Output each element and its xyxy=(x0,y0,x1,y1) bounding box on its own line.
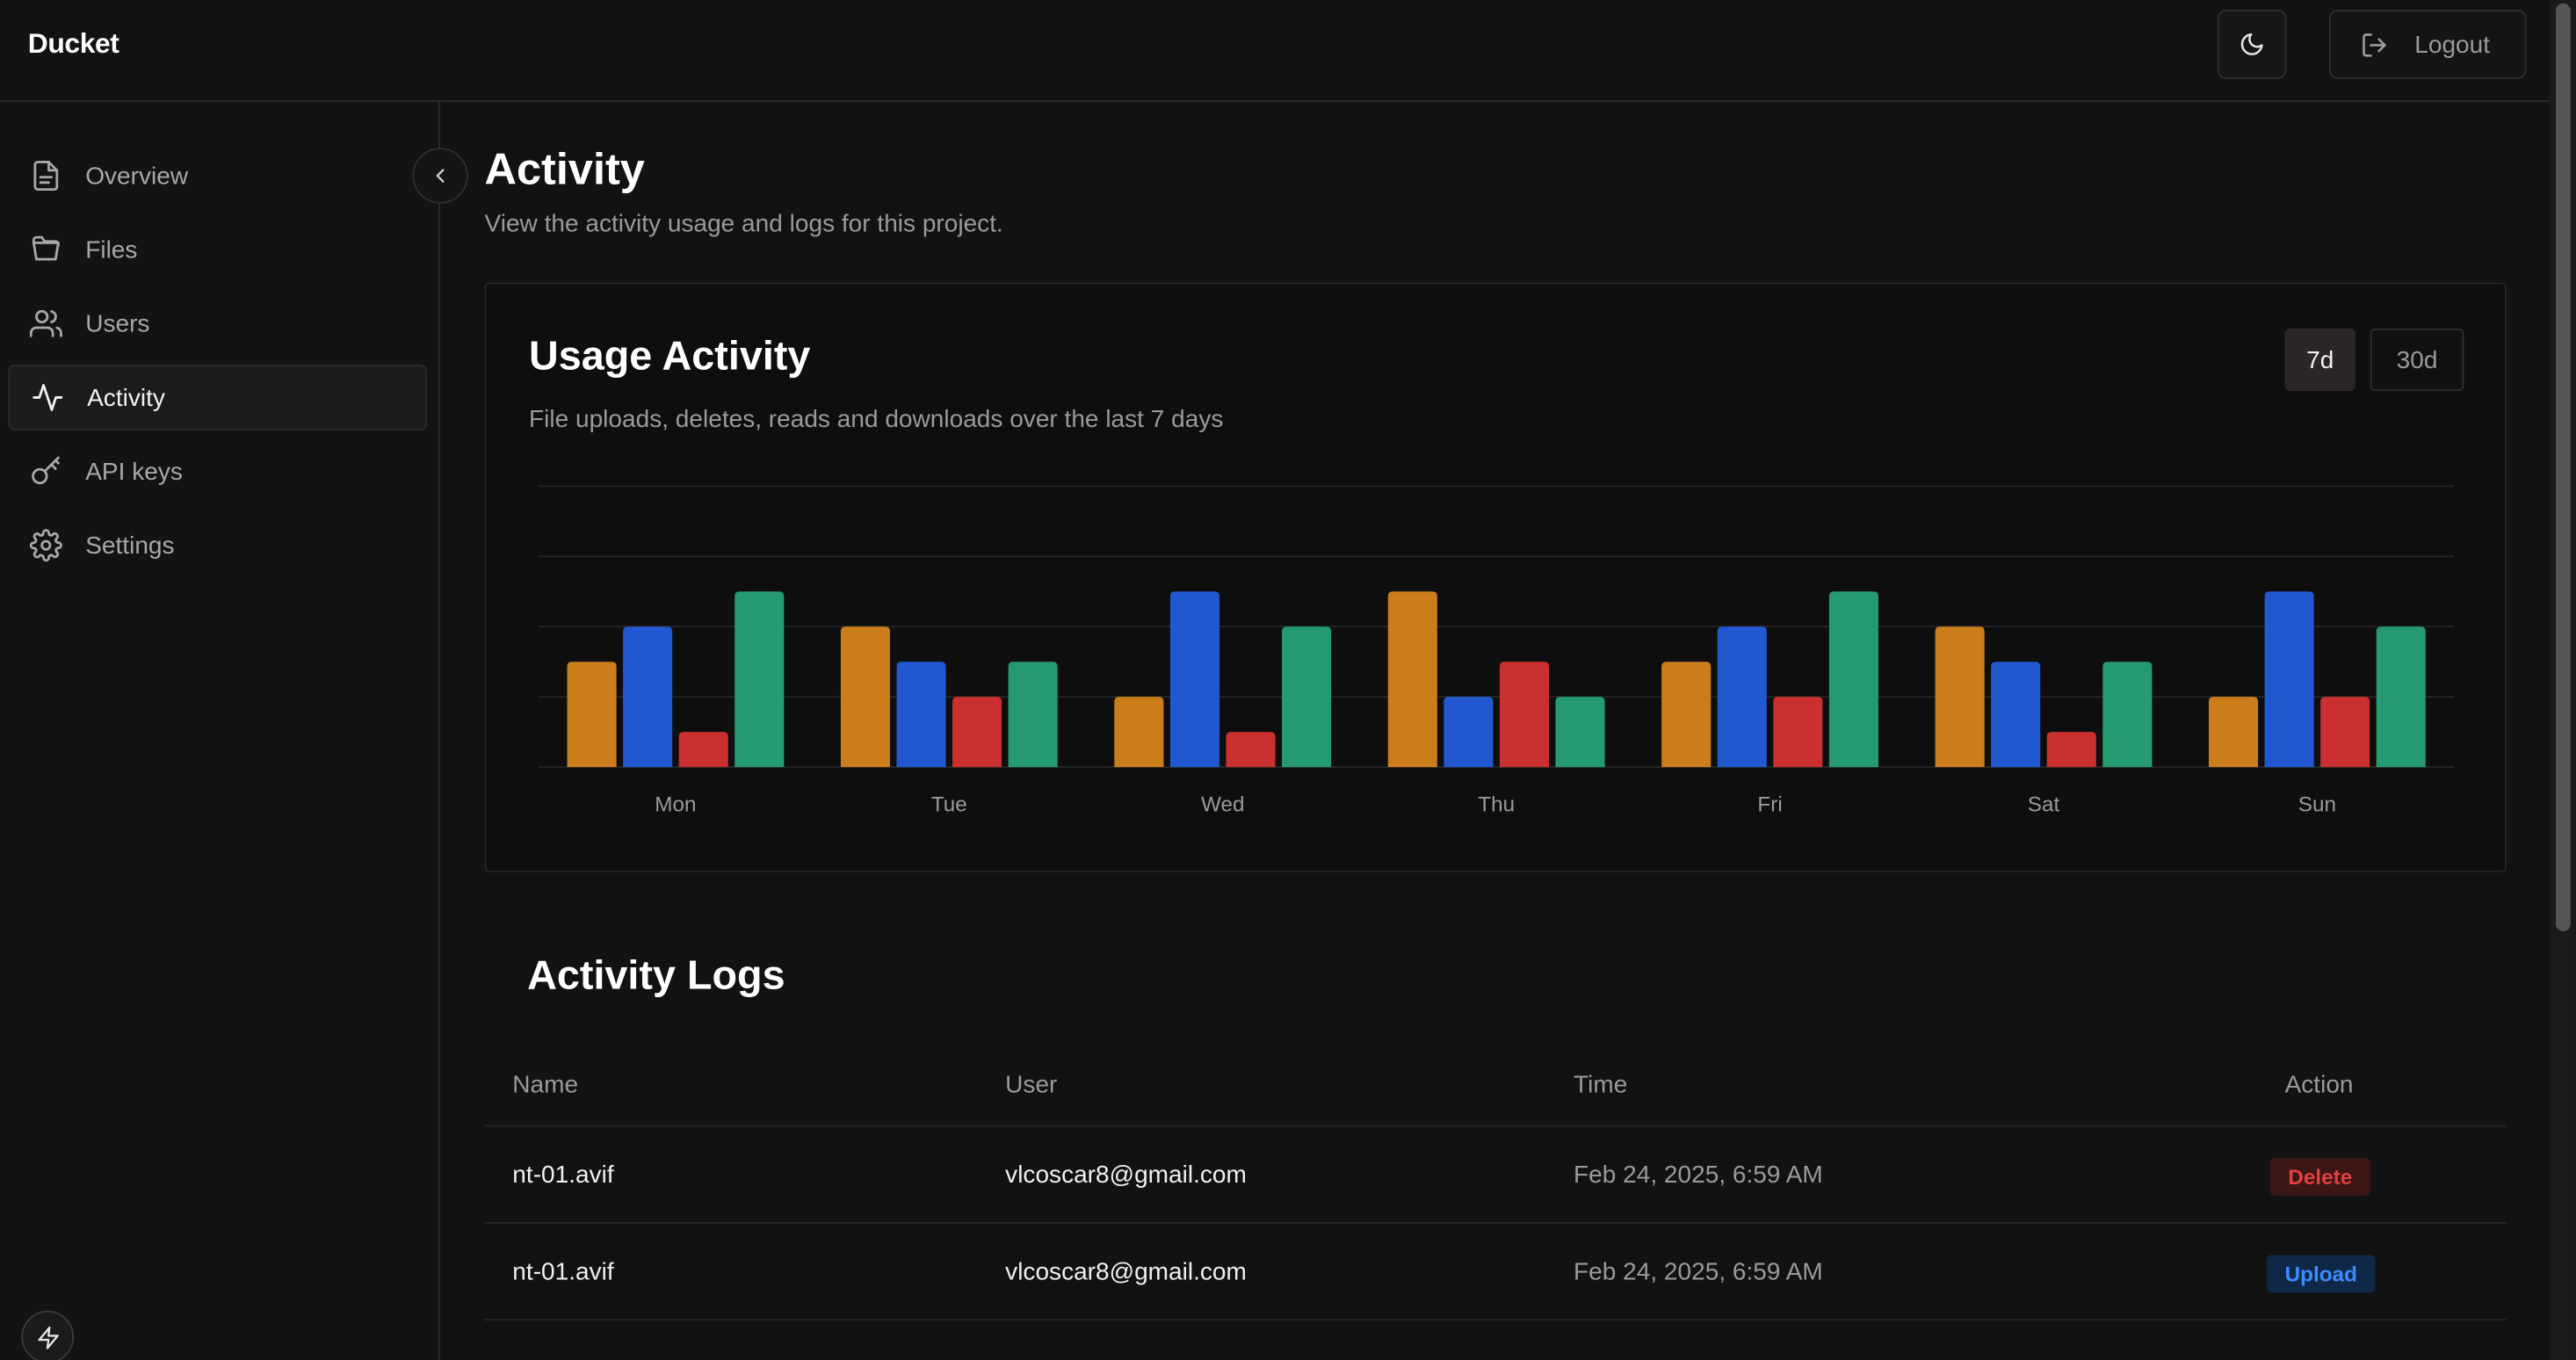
bar-fri-0[interactable] xyxy=(1661,662,1711,768)
moon-icon xyxy=(2240,33,2263,55)
x-tick-label: Wed xyxy=(1201,793,1245,817)
collapse-sidebar-button[interactable] xyxy=(412,148,468,204)
sidebar-item-label: API keys xyxy=(85,457,183,486)
bar-fri-1[interactable] xyxy=(1717,626,1767,768)
bar-sun-0[interactable] xyxy=(2209,697,2259,768)
sidebar-item-files[interactable]: Files xyxy=(8,217,427,283)
bar-thu-0[interactable] xyxy=(1387,591,1437,768)
usage-subtitle: File uploads, deletes, reads and downloa… xyxy=(529,405,1224,434)
x-tick-label: Tue xyxy=(931,793,967,817)
x-tick-label: Fri xyxy=(1757,793,1782,817)
page-scrollbar[interactable] xyxy=(2549,0,2576,1360)
sidebar-item-api-keys[interactable]: API keys xyxy=(8,438,427,504)
chevron-left-icon xyxy=(436,169,445,183)
table-row[interactable]: nt-01.avif vlcoscar8@gmail.com Feb 24, 2… xyxy=(484,1224,2507,1321)
x-tick-label: Thu xyxy=(1478,793,1515,817)
logout-icon xyxy=(2363,33,2386,56)
logout-label: Logout xyxy=(2414,30,2491,59)
column-header-time[interactable]: Time xyxy=(1574,1070,1628,1099)
bar-wed-0[interactable] xyxy=(1114,697,1164,768)
theme-toggle-button[interactable] xyxy=(2217,10,2287,79)
bar-mon-0[interactable] xyxy=(567,662,617,768)
bar-tue-3[interactable] xyxy=(1008,662,1058,768)
bar-fri-3[interactable] xyxy=(1828,591,1878,768)
quick-action-button[interactable] xyxy=(21,1310,75,1360)
sidebar-item-activity[interactable]: Activity xyxy=(8,365,428,430)
x-tick-label: Sun xyxy=(2298,793,2336,817)
bar-sun-1[interactable] xyxy=(2264,591,2314,768)
table-row[interactable]: nt-01.avif vlcoscar8@gmail.com Feb 24, 2… xyxy=(484,1127,2507,1224)
sidebar-item-label: Activity xyxy=(87,383,165,412)
bar-tue-1[interactable] xyxy=(896,662,946,768)
column-header-action[interactable]: Action xyxy=(2284,1070,2354,1099)
key-icon xyxy=(32,456,60,485)
bar-thu-1[interactable] xyxy=(1444,697,1494,768)
bar-wed-2[interactable] xyxy=(1226,732,1276,768)
sidebar: Overview Files Users Activity API keys S… xyxy=(0,101,441,1360)
cell-user: vlcoscar8@gmail.com xyxy=(1005,1161,1247,1190)
bar-thu-3[interactable] xyxy=(1555,697,1605,768)
sidebar-item-label: Files xyxy=(85,235,138,264)
activity-logs-title: Activity Logs xyxy=(527,952,785,999)
bar-mon-3[interactable] xyxy=(734,591,785,768)
lightning-icon xyxy=(37,1325,58,1349)
bar-fri-2[interactable] xyxy=(1773,697,1823,768)
usage-title: Usage Activity xyxy=(529,333,811,380)
scrollbar-thumb[interactable] xyxy=(2556,3,2571,932)
sidebar-item-overview[interactable]: Overview xyxy=(8,143,427,209)
sidebar-item-users[interactable]: Users xyxy=(8,291,427,357)
document-icon xyxy=(33,161,59,192)
bar-thu-2[interactable] xyxy=(1499,662,1549,768)
range-30d-button[interactable]: 30d xyxy=(2370,328,2464,391)
bar-sat-0[interactable] xyxy=(1935,626,1985,768)
bar-sat-1[interactable] xyxy=(1991,662,2041,768)
logout-button[interactable]: Logout xyxy=(2329,10,2527,79)
bar-tue-2[interactable] xyxy=(952,697,1002,768)
bar-sun-2[interactable] xyxy=(2320,697,2370,768)
bar-sat-2[interactable] xyxy=(2046,732,2096,768)
bar-sat-3[interactable] xyxy=(2102,662,2153,768)
sidebar-item-label: Settings xyxy=(85,531,175,560)
page-title: Activity xyxy=(484,144,645,194)
page-subtitle: View the activity usage and logs for thi… xyxy=(484,210,1003,239)
action-badge-upload: Upload xyxy=(2267,1255,2376,1293)
cell-name: nt-01.avif xyxy=(512,1258,614,1286)
sidebar-item-label: Overview xyxy=(85,162,189,190)
bar-wed-1[interactable] xyxy=(1169,591,1220,768)
bar-mon-2[interactable] xyxy=(678,732,728,768)
column-header-user[interactable]: User xyxy=(1005,1070,1058,1099)
gear-icon xyxy=(29,529,62,562)
top-header: Ducket Logout xyxy=(0,0,2550,102)
bar-sun-3[interactable] xyxy=(2376,626,2426,768)
column-header-name[interactable]: Name xyxy=(512,1070,579,1099)
bar-wed-3[interactable] xyxy=(1282,626,1332,768)
activity-icon xyxy=(33,384,63,411)
usage-activity-card: Usage Activity File uploads, deletes, re… xyxy=(484,282,2507,872)
x-tick-label: Mon xyxy=(655,793,696,817)
action-badge-delete: Delete xyxy=(2269,1158,2370,1197)
users-icon xyxy=(29,309,62,337)
brand-logo[interactable]: Ducket xyxy=(27,27,119,60)
table-header: Name User Time Action xyxy=(484,1041,2507,1127)
x-tick-label: Sat xyxy=(2028,793,2060,817)
cell-time: Feb 24, 2025, 6:59 AM xyxy=(1574,1258,1823,1286)
range-7d-button[interactable]: 7d xyxy=(2284,328,2355,391)
folder-icon xyxy=(32,235,60,261)
sidebar-item-settings[interactable]: Settings xyxy=(8,512,427,578)
cell-time: Feb 24, 2025, 6:59 AM xyxy=(1574,1161,1823,1190)
bar-tue-0[interactable] xyxy=(840,626,891,768)
cell-name: nt-01.avif xyxy=(512,1161,614,1190)
sidebar-item-label: Users xyxy=(85,309,150,338)
bar-mon-1[interactable] xyxy=(623,626,673,768)
cell-user: vlcoscar8@gmail.com xyxy=(1005,1258,1247,1286)
activity-logs-table: Name User Time Action nt-01.avif vlcosca… xyxy=(484,1041,2507,1321)
usage-bar-chart: Mon Tue Wed Thu Fri Sat Sun xyxy=(539,485,2455,817)
